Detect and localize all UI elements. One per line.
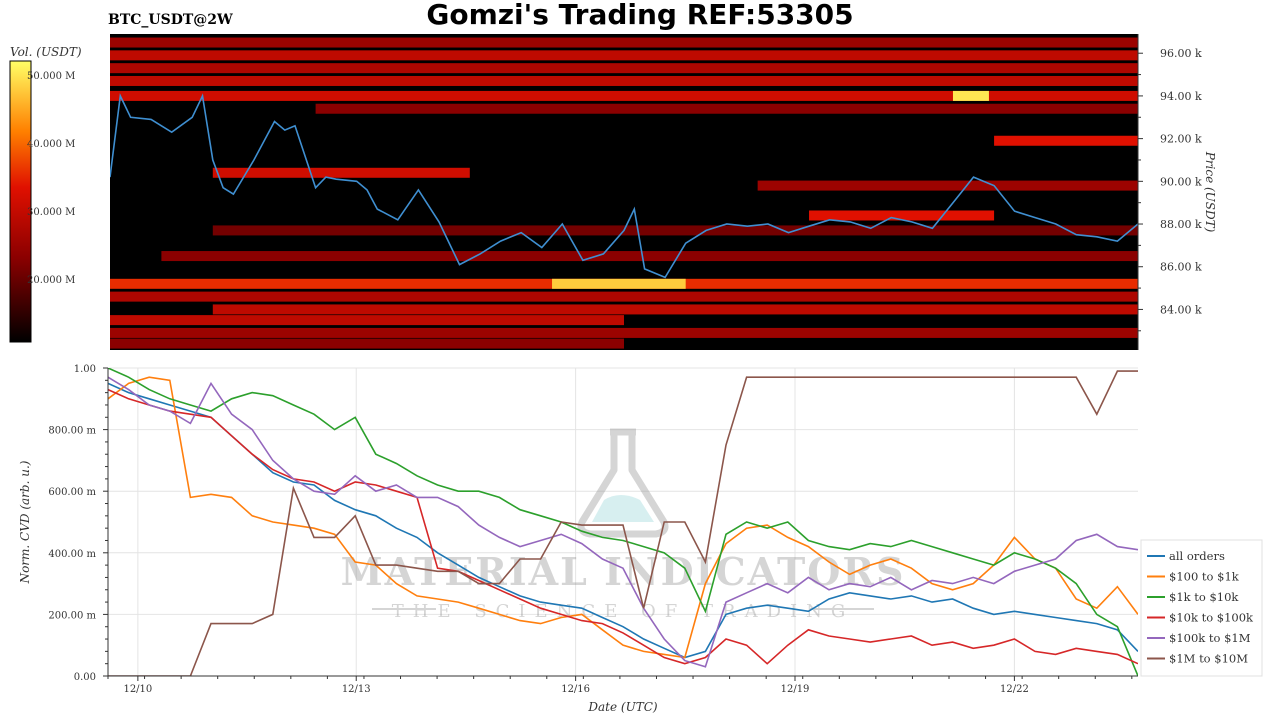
heatmap-y-tick-label: 90.00 k bbox=[1160, 175, 1202, 188]
heatmap-y-tick-label: 94.00 k bbox=[1160, 90, 1202, 103]
legend-entry: all orders bbox=[1169, 549, 1225, 563]
heatmap-level-band bbox=[315, 103, 1138, 114]
colorbar bbox=[9, 60, 32, 343]
cvd-x-tick-label: 12/22 bbox=[1000, 684, 1029, 695]
colorbar-tick: 30.000 M bbox=[27, 207, 75, 218]
heatmap-y-tick-label: 92.00 k bbox=[1160, 133, 1202, 146]
cvd-plot-area bbox=[108, 368, 1138, 676]
heatmap-level-band bbox=[110, 315, 624, 326]
heatmap-level-band bbox=[110, 37, 1138, 48]
heatmap-y-tick-label: 84.00 k bbox=[1160, 303, 1202, 316]
legend bbox=[1140, 539, 1263, 677]
cvd-y-tick-label: 600.00 m bbox=[48, 487, 96, 498]
heatmap-y-tick-label: 96.00 k bbox=[1160, 47, 1202, 60]
colorbar-tick: 20.000 M bbox=[27, 275, 75, 286]
cvd-series-line bbox=[108, 376, 1138, 659]
heatmap-level-band bbox=[757, 180, 1138, 191]
cvd-y-axis-label: Norm. CVD (arb. u.) bbox=[18, 460, 32, 584]
cvd-x-tick-label: 12/19 bbox=[781, 684, 810, 695]
legend-entry: $1M to $10M bbox=[1169, 652, 1248, 666]
heatmap-level-band bbox=[110, 291, 1138, 302]
cvd-x-tick-label: 12/10 bbox=[123, 684, 152, 695]
legend-entry: $100 to $1k bbox=[1169, 570, 1240, 584]
colorbar-tick: 50.000 M bbox=[27, 71, 75, 82]
heatmap-level-band bbox=[952, 90, 989, 101]
legend-entry: $10k to $100k bbox=[1169, 611, 1254, 625]
flask-liquid-icon bbox=[592, 495, 654, 522]
heatmap-level-band bbox=[110, 338, 624, 349]
chart-title: Gomzi's Trading REF:53305 bbox=[426, 0, 854, 31]
cvd-y-tick-label: 400.00 m bbox=[48, 549, 96, 560]
cvd-y-tick-label: 1.00 bbox=[74, 364, 96, 375]
heatmap-y-tick-label: 88.00 k bbox=[1160, 218, 1202, 231]
heatmap-level-band bbox=[212, 167, 470, 178]
heatmap-level-band bbox=[809, 210, 995, 221]
heatmap-level-band bbox=[212, 225, 1138, 236]
heatmap-level-band bbox=[110, 327, 1138, 338]
heatmap-level-band bbox=[110, 75, 1138, 86]
cvd-y-tick-label: 200.00 m bbox=[48, 610, 96, 621]
cvd-y-tick-label: 0.00 bbox=[74, 672, 96, 683]
colorbar-tick: 40.000 M bbox=[27, 139, 75, 150]
cvd-x-tick-label: 12/16 bbox=[561, 684, 590, 695]
cvd-series-line bbox=[108, 376, 1138, 668]
cvd-series-line bbox=[108, 368, 1138, 676]
heatmap-level-band bbox=[552, 278, 686, 289]
colorbar-label: Vol. (USDT) bbox=[10, 45, 82, 59]
heatmap-level-band bbox=[110, 50, 1138, 61]
cvd-x-tick-label: 12/13 bbox=[342, 684, 371, 695]
legend-entry: $100k to $1M bbox=[1169, 631, 1251, 645]
heatmap-level-band bbox=[994, 135, 1138, 146]
heatmap-level-band bbox=[161, 251, 1138, 262]
cvd-series-line bbox=[108, 370, 1138, 676]
heatmap-level-band bbox=[110, 90, 1138, 101]
heatmap-level-band bbox=[212, 304, 1138, 315]
cvd-series-line bbox=[108, 388, 1138, 665]
symbol-label: BTC_USDT@2W bbox=[108, 12, 233, 28]
watermark-subtext: THE SCIENCE OF TRADING bbox=[392, 601, 855, 622]
cvd-y-tick-label: 800.00 m bbox=[48, 426, 96, 437]
legend-entry: $1k to $10k bbox=[1169, 590, 1239, 604]
heatmap-y-axis-label: Price (USDT) bbox=[1203, 151, 1217, 233]
cvd-x-axis-label: Date (UTC) bbox=[587, 700, 657, 714]
heatmap-y-tick-label: 86.00 k bbox=[1160, 261, 1202, 274]
cvd-series-line bbox=[108, 382, 1138, 659]
price-line bbox=[110, 93, 1138, 279]
heatmap-level-band bbox=[110, 63, 1138, 74]
